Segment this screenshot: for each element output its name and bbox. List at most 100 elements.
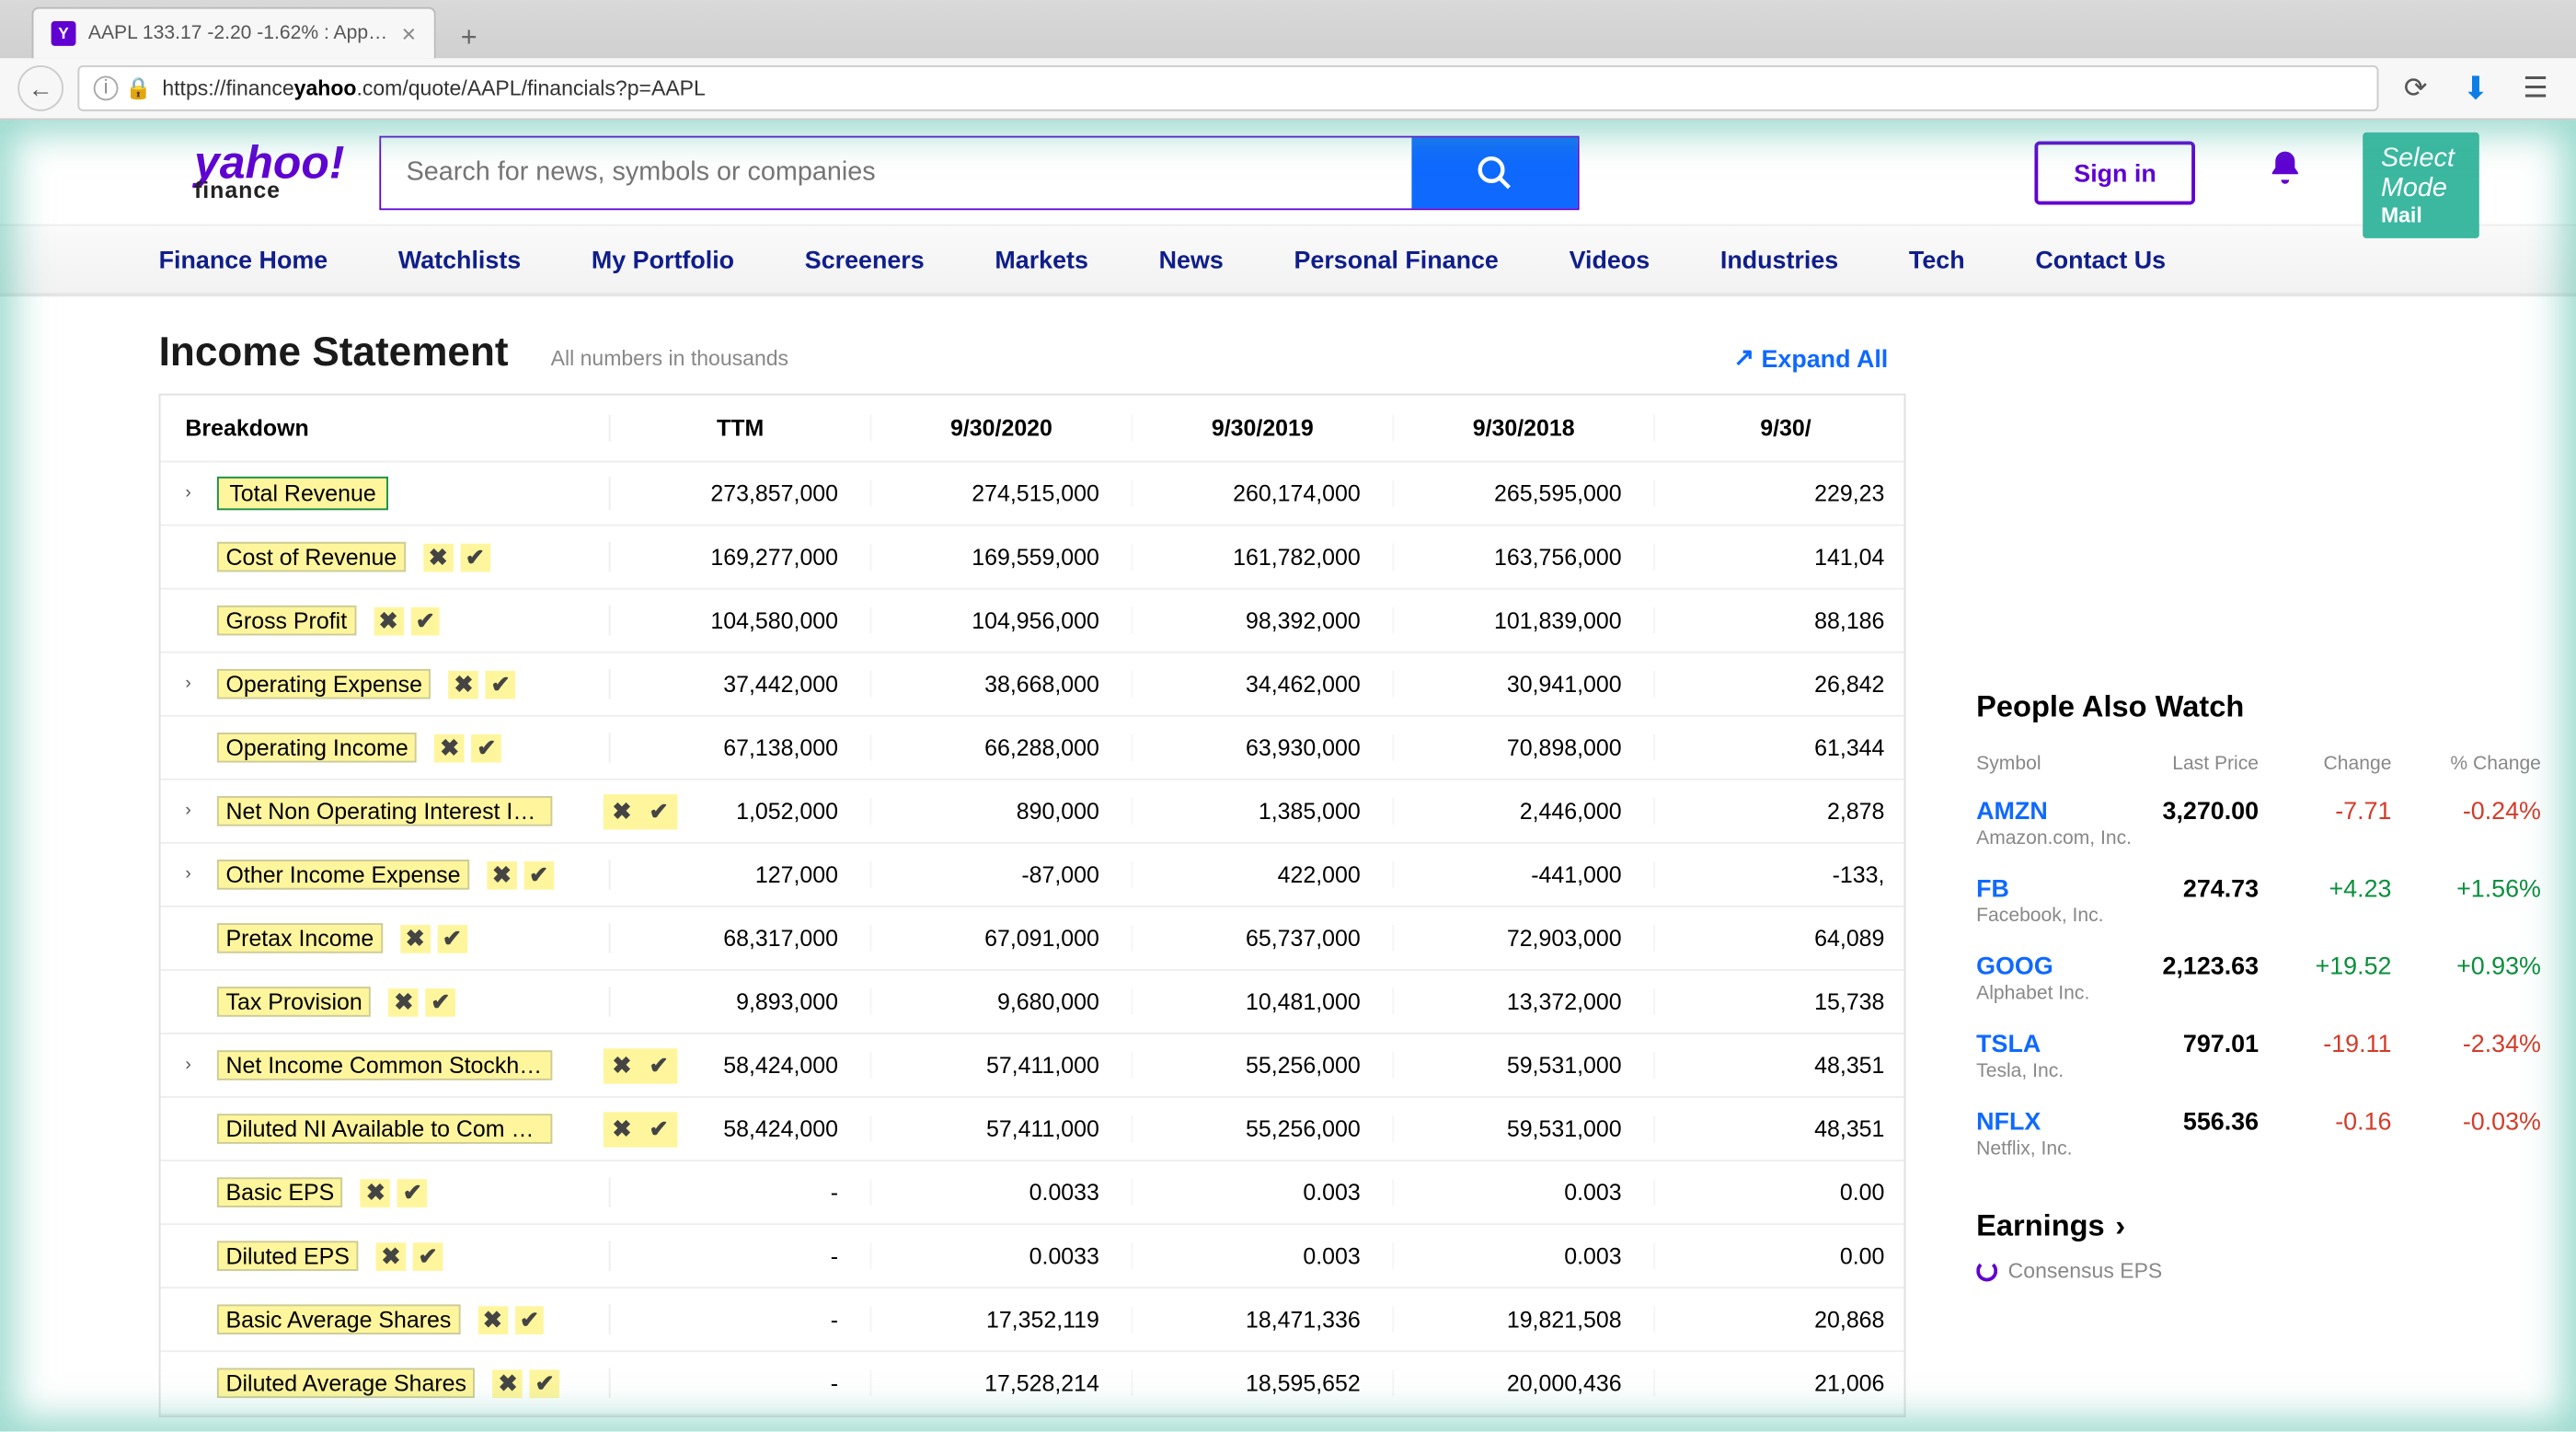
table-row[interactable]: ›Total Revenue273,857,000274,515,000260,…: [161, 463, 1904, 526]
table-row[interactable]: Operating Income✖✔67,138,00066,288,00063…: [161, 717, 1904, 780]
x-icon[interactable]: ✖: [374, 606, 403, 635]
nav-item[interactable]: Screeners: [805, 246, 925, 274]
table-row[interactable]: Gross Profit✖✔104,580,000104,956,00098,3…: [161, 590, 1904, 653]
new-tab-button[interactable]: +: [446, 19, 492, 58]
paw-pct-change: +0.93%: [2391, 952, 2540, 980]
x-icon[interactable]: ✖: [477, 1305, 507, 1334]
earnings-title[interactable]: Earnings ›: [1976, 1209, 2541, 1244]
paw-symbol[interactable]: TSLA: [1976, 1029, 2125, 1057]
cell-value: 15,738: [1655, 988, 1905, 1015]
table-row[interactable]: Pretax Income✖✔68,317,00067,091,00065,73…: [161, 907, 1904, 971]
check-icon[interactable]: ✔: [644, 797, 673, 826]
paw-row[interactable]: FB274.73+4.23+1.56%: [1976, 863, 2541, 906]
check-icon[interactable]: ✔: [437, 924, 466, 953]
nav-item[interactable]: Markets: [995, 246, 1088, 274]
nav-item[interactable]: Contact Us: [2035, 246, 2166, 274]
table-row[interactable]: Diluted NI Available to Com Stock…✖✔58,4…: [161, 1098, 1904, 1161]
cell-value: 59,531,000: [1394, 1052, 1655, 1079]
search-button[interactable]: [1412, 137, 1578, 208]
nav-item[interactable]: Tech: [1909, 246, 1965, 274]
row-label-cell: Pretax Income✖✔: [161, 923, 611, 953]
paw-price: 274.73: [2126, 873, 2259, 902]
check-icon[interactable]: ✔: [644, 1051, 673, 1080]
paw-row[interactable]: TSLA797.01-19.11-2.34%: [1976, 1019, 2541, 1061]
nav-item[interactable]: Watchlists: [398, 246, 521, 274]
chevron-right-icon: ›: [2115, 1209, 2125, 1244]
nav-item[interactable]: Finance Home: [159, 246, 328, 274]
expand-chevron-icon[interactable]: ›: [185, 1056, 206, 1075]
paw-row[interactable]: AMZN3,270.00-7.71-0.24%: [1976, 786, 2541, 828]
paw-price: 2,123.63: [2126, 952, 2259, 980]
table-row[interactable]: Cost of Revenue✖✔169,277,000169,559,0001…: [161, 526, 1904, 590]
x-icon[interactable]: ✖: [607, 1051, 637, 1080]
check-icon[interactable]: ✔: [644, 1114, 673, 1143]
x-icon[interactable]: ✖: [389, 987, 419, 1016]
x-icon[interactable]: ✖: [487, 860, 516, 889]
table-row[interactable]: ›Net Non Operating Interest Inc…✖✔1,052,…: [161, 780, 1904, 844]
x-icon[interactable]: ✖: [607, 1114, 637, 1143]
check-icon[interactable]: ✔: [413, 1241, 443, 1270]
x-icon[interactable]: ✖: [449, 670, 478, 699]
paw-symbol[interactable]: AMZN: [1976, 796, 2125, 825]
check-icon[interactable]: ✔: [472, 733, 501, 762]
x-icon[interactable]: ✖: [607, 797, 637, 826]
nav-item[interactable]: My Portfolio: [592, 246, 734, 274]
x-icon[interactable]: ✖: [400, 924, 430, 953]
notifications-icon[interactable]: [2266, 145, 2305, 199]
table-row[interactable]: Basic Average Shares✖✔-17,352,11918,471,…: [161, 1288, 1904, 1352]
row-controls: ✖✔: [604, 1111, 677, 1146]
expand-chevron-icon[interactable]: ›: [185, 802, 206, 821]
nav-item[interactable]: Industries: [1720, 246, 1838, 274]
expand-chevron-icon[interactable]: ›: [185, 865, 206, 884]
table-row[interactable]: Diluted Average Shares✖✔-17,528,21418,59…: [161, 1352, 1904, 1415]
paw-symbol[interactable]: GOOG: [1976, 952, 2125, 980]
url-input[interactable]: i 🔒 https://financeyahoo.com/quote/AAPL/…: [77, 65, 2378, 111]
check-icon[interactable]: ✔: [426, 987, 455, 1016]
table-row[interactable]: ›Net Income Common Stockhold…✖✔58,424,00…: [161, 1034, 1904, 1098]
check-icon[interactable]: ✔: [460, 543, 489, 572]
expand-chevron-icon[interactable]: ›: [185, 484, 206, 503]
check-icon[interactable]: ✔: [530, 1368, 559, 1397]
expand-chevron-icon[interactable]: ›: [185, 675, 206, 694]
x-icon[interactable]: ✖: [361, 1178, 390, 1207]
paw-row[interactable]: GOOG2,123.63+19.52+0.93%: [1976, 941, 2541, 983]
row-controls: ✖✔: [374, 606, 441, 635]
table-row[interactable]: Basic EPS✖✔-0.00330.0030.0030.00: [161, 1161, 1904, 1225]
paw-row[interactable]: NFLX556.36-0.16-0.03%: [1976, 1096, 2541, 1138]
row-label: Total Revenue: [217, 477, 388, 510]
browser-menu-button[interactable]: ☰: [2513, 65, 2559, 111]
paw-header-row: SymbolLast PriceChange% Change: [1976, 743, 2541, 785]
x-icon[interactable]: ✖: [434, 733, 464, 762]
search-input[interactable]: [382, 137, 1412, 208]
nav-item[interactable]: Videos: [1570, 246, 1650, 274]
expand-all-button[interactable]: ↗ Expand All: [1733, 342, 1888, 373]
paw-symbol[interactable]: NFLX: [1976, 1107, 2125, 1136]
x-icon[interactable]: ✖: [376, 1241, 406, 1270]
site-info-icon[interactable]: i: [94, 75, 119, 100]
nav-item[interactable]: Personal Finance: [1294, 246, 1498, 274]
mail-link[interactable]: Select Mode Mail: [2375, 149, 2418, 195]
check-icon[interactable]: ✔: [486, 670, 515, 699]
cell-value: 48,351: [1655, 1052, 1905, 1079]
cell-value: 0.00: [1655, 1179, 1905, 1206]
paw-change: -0.16: [2259, 1107, 2391, 1136]
x-icon[interactable]: ✖: [423, 543, 453, 572]
x-icon[interactable]: ✖: [493, 1368, 523, 1397]
table-row[interactable]: Tax Provision✖✔9,893,0009,680,00010,481,…: [161, 971, 1904, 1034]
check-icon[interactable]: ✔: [397, 1178, 427, 1207]
check-icon[interactable]: ✔: [410, 606, 440, 635]
signin-button[interactable]: Sign in: [2035, 140, 2195, 203]
paw-symbol[interactable]: FB: [1976, 873, 2125, 902]
back-button[interactable]: ←: [17, 65, 63, 111]
reload-button[interactable]: ⟳: [2393, 65, 2439, 111]
table-row[interactable]: ›Operating Expense✖✔37,442,00038,668,000…: [161, 653, 1904, 717]
table-row[interactable]: ›Other Income Expense✖✔127,000-87,000422…: [161, 844, 1904, 907]
yahoo-finance-logo[interactable]: yahoo! finance: [194, 144, 344, 200]
table-row[interactable]: Diluted EPS✖✔-0.00330.0030.0030.00: [161, 1225, 1904, 1288]
check-icon[interactable]: ✔: [523, 860, 553, 889]
check-icon[interactable]: ✔: [514, 1305, 544, 1334]
tab-close-icon[interactable]: ×: [402, 19, 417, 48]
nav-item[interactable]: News: [1159, 246, 1224, 274]
browser-tab[interactable]: Y AAPL 133.17 -2.20 -1.62% : App… ×: [32, 7, 436, 59]
downloads-button[interactable]: ⬇: [2453, 65, 2499, 111]
